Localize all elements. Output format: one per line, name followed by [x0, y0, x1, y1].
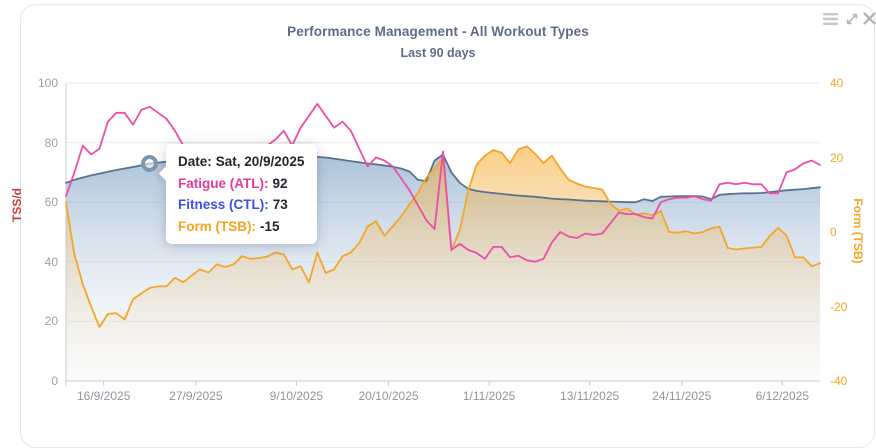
y-left-tick-label: 40 [44, 254, 58, 269]
tooltip-date-label: Date: [178, 154, 212, 169]
tooltip-date-value: Sat, 20/9/2025 [215, 154, 305, 169]
hover-marker[interactable] [141, 154, 159, 172]
menu-icon[interactable] [823, 12, 839, 26]
x-tick-label: 24/11/2025 [652, 389, 712, 403]
right-axis-title: Form (TSB) [851, 198, 865, 264]
tooltip-form-value: -15 [260, 218, 280, 234]
x-tick-label: 1/11/2025 [462, 389, 516, 403]
chart-title: Performance Management - All Workout Typ… [287, 24, 589, 39]
y-left-tick-label: 80 [44, 135, 58, 150]
y-left-tick-label: 0 [51, 374, 58, 388]
chart-subtitle: Last 90 days [400, 46, 476, 60]
pmc-chart-canvas[interactable] [0, 0, 876, 434]
x-tick-label: 13/11/2025 [560, 389, 620, 403]
tooltip-form-label: Form (TSB): [178, 218, 256, 234]
y-right-tick-label: -20 [830, 299, 848, 314]
y-right-tick-label: -40 [830, 374, 848, 388]
area-form-tsb- [66, 146, 820, 381]
y-left-tick-label: 60 [44, 195, 58, 210]
x-tick-label: 27/9/2025 [169, 389, 223, 403]
expand-icon[interactable] [845, 12, 859, 26]
x-tick-label: 20/10/2025 [358, 389, 419, 403]
close-icon[interactable] [862, 11, 876, 26]
y-right-tick-label: 0 [830, 225, 837, 239]
left-axis-title: TSS/d [10, 187, 24, 223]
chart-tooltip: Date: Sat, 20/9/2025 Fatigue (ATL): 92 Fit… [158, 144, 318, 244]
tooltip-form-row: Form (TSB): -15 [178, 216, 304, 238]
tooltip-fatigue-value: 92 [272, 175, 288, 191]
tooltip-fitness-row: Fitness (CTL): 73 [178, 194, 304, 216]
tooltip-fatigue-row: Fatigue (ATL): 92 [178, 173, 304, 195]
x-tick-label: 16/9/2025 [76, 389, 131, 403]
tooltip-date-row: Date: Sat, 20/9/2025 [178, 151, 304, 173]
y-left-tick-label: 20 [44, 314, 58, 329]
tooltip-fatigue-label: Fatigue (ATL): [178, 175, 269, 191]
x-tick-label: 6/12/2025 [755, 389, 809, 403]
x-tick-label: 9/10/2025 [269, 389, 324, 403]
y-right-tick-label: 20 [830, 150, 844, 165]
y-right-tick-label: 40 [830, 76, 844, 90]
y-left-tick-label: 100 [37, 76, 58, 90]
tooltip-fitness-label: Fitness (CTL): [178, 197, 269, 212]
chart-header: Performance Management - All Workout Typ… [0, 24, 876, 60]
tooltip-fitness-value: 73 [272, 197, 288, 212]
